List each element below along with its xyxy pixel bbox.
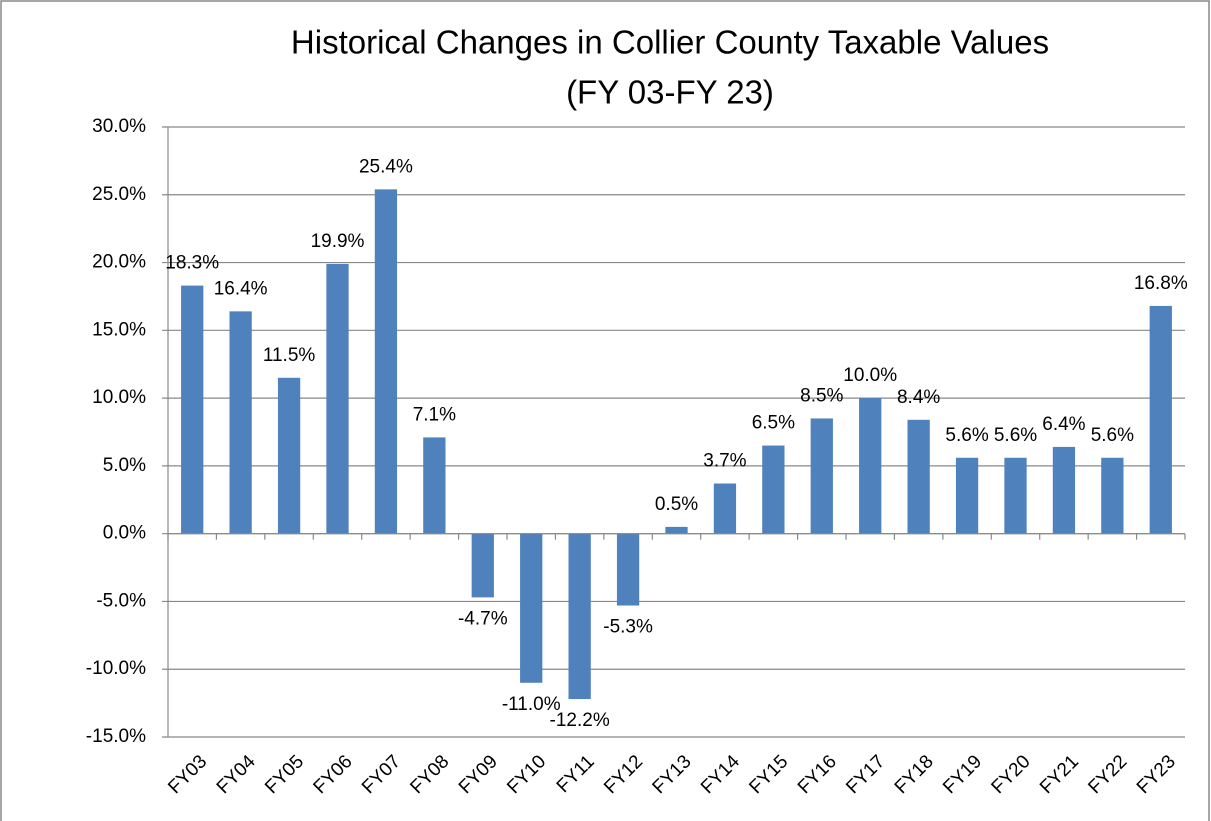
- bar: [471, 533, 494, 598]
- y-tick-label: -10.0%: [86, 658, 146, 679]
- bar: [423, 437, 446, 534]
- y-tick-label: 20.0%: [92, 252, 146, 273]
- data-label: 8.4%: [897, 387, 940, 408]
- y-tick-label: 10.0%: [92, 387, 146, 408]
- bar: [1052, 446, 1076, 534]
- y-tick-label: 25.0%: [92, 184, 146, 205]
- bar: [326, 263, 349, 534]
- bar: [713, 483, 737, 534]
- data-label: 0.5%: [655, 494, 698, 515]
- data-label: -4.7%: [458, 608, 508, 629]
- data-label: 25.4%: [359, 156, 413, 177]
- bar: [1149, 305, 1172, 534]
- y-tick-label: 30.0%: [92, 116, 146, 137]
- bar: [907, 419, 930, 534]
- y-tick-label: 15.0%: [92, 319, 146, 340]
- bar: [374, 189, 398, 534]
- bar: [229, 311, 252, 534]
- data-label: -11.0%: [502, 694, 561, 715]
- data-label: 11.5%: [263, 345, 316, 366]
- data-label: -12.2%: [550, 710, 610, 731]
- bar: [1004, 457, 1027, 534]
- data-label: -5.3%: [603, 617, 653, 638]
- data-label: 16.8%: [1134, 273, 1188, 294]
- bar: [665, 526, 688, 534]
- data-label: 7.1%: [413, 404, 456, 425]
- bar: [568, 533, 591, 700]
- bar: [810, 418, 833, 534]
- data-label: 5.6%: [945, 425, 988, 446]
- data-label: 3.7%: [703, 451, 746, 472]
- y-tick-label: -15.0%: [86, 726, 146, 747]
- data-label: 10.0%: [843, 365, 897, 386]
- bar: [859, 398, 882, 534]
- data-label: 6.4%: [1042, 414, 1085, 435]
- bar: [277, 377, 301, 534]
- data-label: 18.3%: [165, 253, 219, 274]
- chart-title: (FY 03-FY 23): [566, 74, 774, 111]
- bar: [520, 533, 543, 683]
- y-tick-label: 5.0%: [103, 455, 146, 476]
- data-label: 19.9%: [311, 231, 365, 252]
- data-label: 6.5%: [752, 413, 795, 434]
- data-label: 5.6%: [1091, 425, 1134, 446]
- bar: [616, 533, 640, 606]
- bar: [762, 445, 785, 534]
- bar: [181, 285, 204, 534]
- y-tick-label: -5.0%: [96, 590, 146, 611]
- y-tick-label: 0.0%: [103, 523, 146, 544]
- data-label: 5.6%: [994, 425, 1037, 446]
- data-label: 16.4%: [214, 278, 268, 299]
- chart-title: Historical Changes in Collier County Tax…: [291, 24, 1049, 61]
- bar: [1101, 457, 1124, 534]
- bar: [955, 457, 979, 534]
- data-label: 8.5%: [800, 385, 843, 406]
